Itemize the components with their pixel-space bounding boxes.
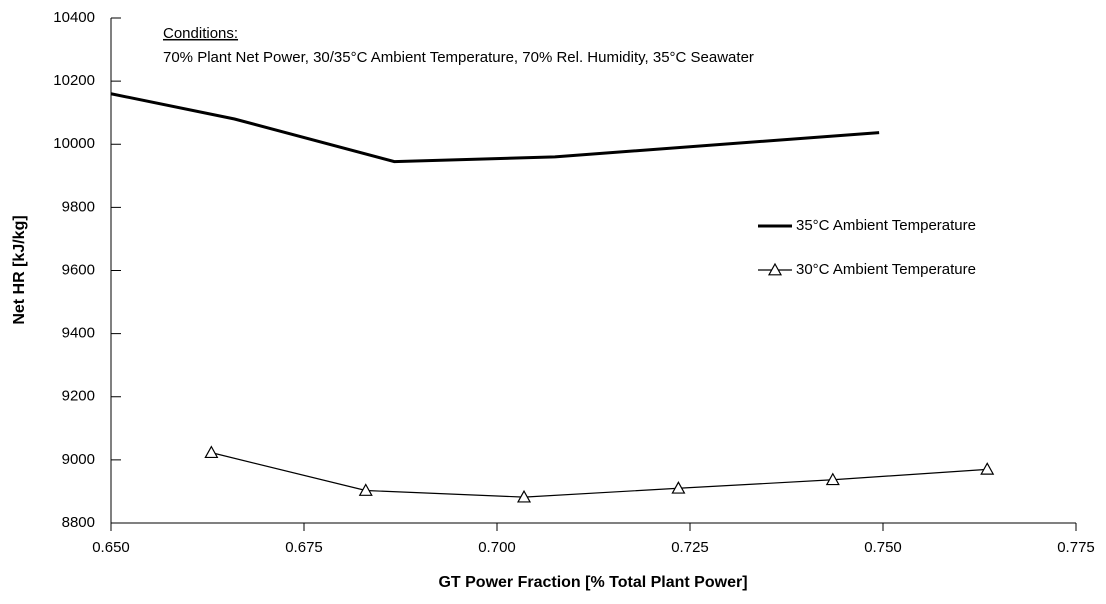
marker bbox=[671, 481, 686, 494]
x-tick-label: 0.700 bbox=[478, 539, 516, 556]
x-tick-label: 0.775 bbox=[1057, 539, 1095, 556]
annotation: 70% Plant Net Power, 30/35°C Ambient Tem… bbox=[163, 49, 754, 66]
y-tick-label: 9200 bbox=[62, 388, 95, 405]
x-tick-label: 0.725 bbox=[671, 539, 709, 556]
legend-marker bbox=[767, 262, 783, 276]
x-axis-label: GT Power Fraction [% Total Plant Power] bbox=[438, 574, 747, 591]
legend-label: 35°C Ambient Temperature bbox=[796, 217, 976, 234]
y-tick-label: 10000 bbox=[53, 135, 95, 152]
marker bbox=[825, 472, 840, 486]
y-tick-label: 9600 bbox=[62, 261, 95, 278]
marker bbox=[204, 445, 219, 459]
y-tick-label: 9000 bbox=[62, 451, 95, 468]
marker bbox=[517, 489, 532, 503]
y-tick-label: 10400 bbox=[53, 9, 95, 26]
y-tick-label: 9800 bbox=[62, 198, 95, 215]
marker bbox=[358, 483, 373, 496]
y-axis-label: Net HR [kJ/kg] bbox=[11, 215, 28, 324]
legend-label: 30°C Ambient Temperature bbox=[796, 261, 976, 278]
x-tick-label: 0.650 bbox=[92, 539, 130, 556]
y-tick-label: 8800 bbox=[62, 514, 95, 531]
y-tick-label: 9400 bbox=[62, 325, 95, 342]
marker bbox=[980, 462, 995, 475]
x-tick-label: 0.675 bbox=[285, 539, 323, 556]
series-line bbox=[110, 92, 880, 164]
annotation: Conditions: bbox=[163, 25, 238, 42]
y-tick-label: 10200 bbox=[53, 72, 95, 89]
x-tick-label: 0.750 bbox=[864, 539, 902, 556]
series-line bbox=[211, 452, 988, 498]
